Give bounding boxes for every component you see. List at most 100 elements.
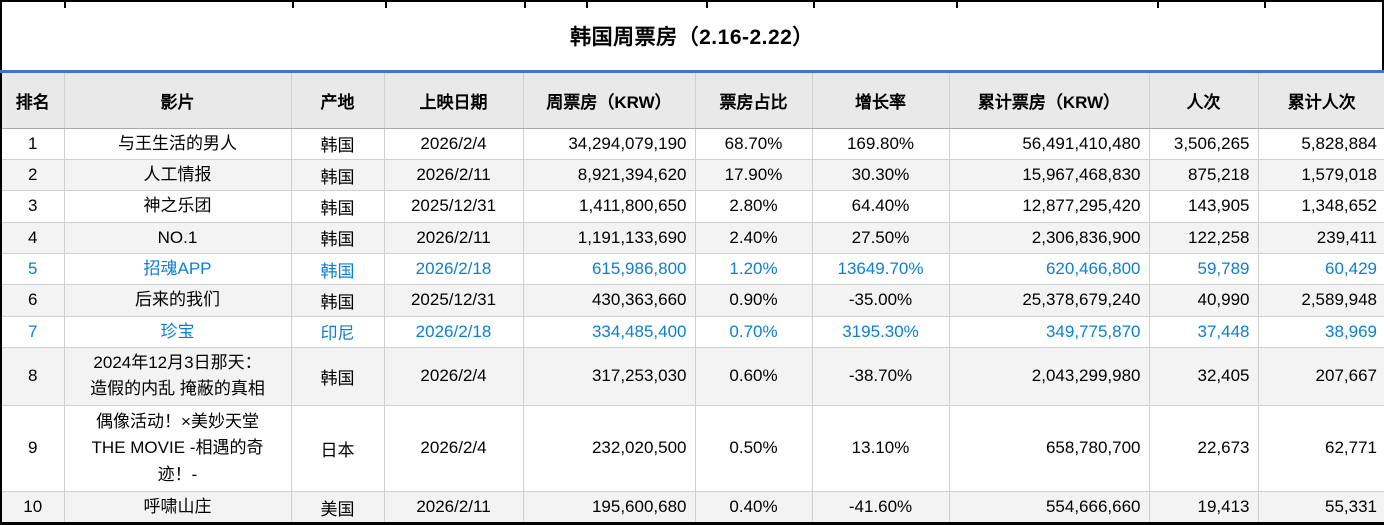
cell-admissions[interactable]: 143,905 [1149, 190, 1259, 223]
cell-origin[interactable]: 韩国 [291, 222, 385, 254]
cell-admissions[interactable]: 875,218 [1149, 159, 1259, 192]
cell-release-date[interactable]: 2026/2/18 [384, 253, 524, 286]
cell-share[interactable]: 0.40% [695, 491, 813, 524]
cell-cume-gross[interactable]: 2,043,299,980 [949, 347, 1150, 406]
cell-film[interactable]: 偶像活动！×美妙天堂 THE MOVIE -相遇的奇 迹！- [64, 405, 292, 492]
cell-growth[interactable]: 64.40% [812, 190, 950, 223]
cell-admissions[interactable]: 59,789 [1149, 253, 1259, 286]
cell-growth[interactable]: -35.00% [812, 284, 950, 317]
cell-rank[interactable]: 4 [1, 222, 65, 254]
cell-rank[interactable]: 10 [1, 491, 65, 524]
cell-week-gross[interactable]: 232,020,500 [523, 405, 696, 492]
cell-release-date[interactable]: 2026/2/4 [384, 405, 524, 492]
cell-admissions[interactable]: 32,405 [1149, 347, 1259, 406]
cell-admissions[interactable]: 40,990 [1149, 284, 1259, 317]
cell-share[interactable]: 0.90% [695, 284, 813, 317]
cell-cume-admissions[interactable]: 207,667 [1258, 347, 1384, 406]
cell-share[interactable]: 68.70% [695, 128, 813, 160]
cell-cume-gross[interactable]: 2,306,836,900 [949, 222, 1150, 254]
cell-cume-gross[interactable]: 15,967,468,830 [949, 159, 1150, 192]
cell-growth[interactable]: 30.30% [812, 159, 950, 192]
column-header-cume-gross[interactable]: 累计票房（KRW） [949, 73, 1150, 129]
cell-cume-gross[interactable]: 12,877,295,420 [949, 190, 1150, 223]
cell-origin[interactable]: 美国 [291, 491, 385, 524]
cell-rank[interactable]: 9 [1, 405, 65, 492]
cell-growth[interactable]: 27.50% [812, 222, 950, 254]
column-header-origin[interactable]: 产地 [291, 73, 385, 129]
cell-film[interactable]: 人工情报 [64, 159, 292, 192]
cell-cume-admissions[interactable]: 55,331 [1325, 497, 1377, 517]
column-header-rank[interactable]: 排名 [1, 73, 65, 129]
column-header-cume-admissions[interactable]: 累计人次 [1258, 73, 1384, 129]
cell-growth[interactable]: 13.10% [812, 405, 950, 492]
cell-share[interactable]: 17.90% [695, 159, 813, 192]
cell-film[interactable]: NO.1 [64, 222, 292, 254]
cell-admissions[interactable]: 3,506,265 [1149, 128, 1259, 160]
cell-share[interactable]: 2.80% [695, 190, 813, 223]
cell-admissions[interactable]: 22,673 [1149, 405, 1259, 492]
cell-week-gross[interactable]: 334,485,400 [523, 316, 696, 348]
cell-origin[interactable]: 韩国 [291, 347, 385, 406]
column-header-admissions[interactable]: 人次 [1149, 73, 1259, 129]
cell-cume-admissions[interactable]: 1,348,652 [1258, 190, 1384, 223]
cell-film[interactable]: 2024年12月3日那天： 造假的内乱 掩蔽的真相 [64, 347, 292, 406]
cell-week-gross[interactable]: 8,921,394,620 [523, 159, 696, 192]
cell-cume-gross[interactable]: 554,666,660 [949, 491, 1150, 524]
cell-cume-admissions[interactable]: 239,411 [1258, 222, 1384, 254]
cell-origin[interactable]: 日本 [291, 405, 385, 492]
cell-week-gross[interactable]: 430,363,660 [523, 284, 696, 317]
cell-week-gross[interactable]: 1,411,800,650 [523, 190, 696, 223]
cell-growth[interactable]: -38.70% [812, 347, 950, 406]
column-header-growth[interactable]: 增长率 [812, 73, 950, 129]
cell-release-date[interactable]: 2025/12/31 [384, 190, 524, 223]
cell-release-date[interactable]: 2026/2/11 [384, 491, 524, 524]
cell-film[interactable]: 神之乐团 [64, 190, 292, 223]
cell-admissions[interactable]: 37,448 [1149, 316, 1259, 348]
cell-cume-admissions[interactable]: 5,828,884 [1258, 128, 1384, 160]
cell-rank[interactable]: 6 [1, 284, 65, 317]
cell-film[interactable]: 珍宝 [64, 316, 292, 348]
cell-cume-gross[interactable]: 658,780,700 [949, 405, 1150, 492]
cell-release-date[interactable]: 2026/2/4 [384, 347, 524, 406]
cell-release-date[interactable]: 2026/2/11 [384, 222, 524, 254]
cell-cume-gross[interactable]: 620,466,800 [949, 253, 1150, 286]
cell-week-gross[interactable]: 317,253,030 [523, 347, 696, 406]
column-header-week-gross[interactable]: 周票房（KRW） [523, 73, 696, 129]
cell-week-gross[interactable]: 1,191,133,690 [523, 222, 696, 254]
cell-cume-admissions[interactable]: 1,579,018 [1258, 159, 1384, 192]
cell-growth[interactable]: 13649.70% [812, 253, 950, 286]
cell-film[interactable]: 与王生活的男人 [64, 128, 292, 160]
cell-growth[interactable]: -41.60% [812, 491, 950, 524]
cell-week-gross[interactable]: 615,986,800 [523, 253, 696, 286]
cell-rank[interactable]: 1 [1, 128, 65, 160]
cell-cume-gross[interactable]: 349,775,870 [949, 316, 1150, 348]
cell-release-date[interactable]: 2026/2/18 [384, 316, 524, 348]
cell-admissions[interactable]: 19,413 [1149, 491, 1259, 524]
cell-origin[interactable]: 韩国 [291, 284, 385, 317]
cell-rank[interactable]: 2 [1, 159, 65, 192]
cell-rank[interactable]: 3 [1, 190, 65, 223]
cell-origin[interactable]: 韩国 [291, 253, 385, 286]
cell-admissions[interactable]: 122,258 [1149, 222, 1259, 254]
cell-origin[interactable]: 韩国 [291, 128, 385, 160]
cell-origin[interactable]: 韩国 [291, 159, 385, 192]
column-header-release-date[interactable]: 上映日期 [384, 73, 524, 129]
column-header-share[interactable]: 票房占比 [695, 73, 813, 129]
cell-cume-admissions[interactable]: 62,771 [1258, 405, 1384, 492]
cell-share[interactable]: 2.40% [695, 222, 813, 254]
cell-share[interactable]: 0.70% [695, 316, 813, 348]
cell-rank[interactable]: 7 [1, 316, 65, 348]
cell-release-date[interactable]: 2025/12/31 [384, 284, 524, 317]
cell-release-date[interactable]: 2026/2/4 [384, 128, 524, 160]
cell-share[interactable]: 0.50% [695, 405, 813, 492]
cell-week-gross[interactable]: 34,294,079,190 [523, 128, 696, 160]
column-header-film[interactable]: 影片 [64, 73, 292, 129]
cell-growth[interactable]: 169.80% [812, 128, 950, 160]
cell-film[interactable]: 后来的我们 [64, 284, 292, 317]
cell-film[interactable]: 呼啸山庄 [64, 491, 292, 524]
cell-share[interactable]: 0.60% [695, 347, 813, 406]
cell-cume-gross[interactable]: 56,491,410,480 [949, 128, 1150, 160]
cell-rank[interactable]: 8 [1, 347, 65, 406]
cell-cume-admissions[interactable]: 2,589,948 [1258, 284, 1384, 317]
cell-release-date[interactable]: 2026/2/11 [384, 159, 524, 192]
